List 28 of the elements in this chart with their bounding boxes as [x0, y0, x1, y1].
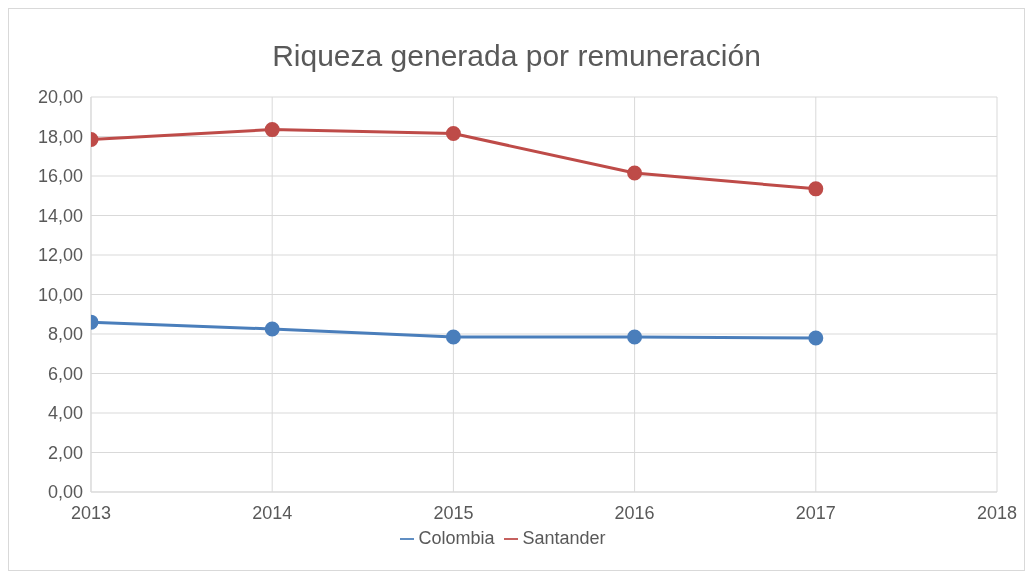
- y-tick-label: 2,00: [47, 442, 83, 463]
- point: [445, 126, 461, 142]
- y-tick-label: 4,00: [47, 403, 83, 424]
- y-tick-label: 20,00: [37, 87, 83, 108]
- point: [808, 330, 824, 346]
- y-tick-label: 14,00: [37, 205, 83, 226]
- x-tick-label: 2015: [433, 502, 474, 523]
- y-tick-label: 10,00: [37, 284, 83, 305]
- y-tick-label: 0,00: [47, 482, 83, 503]
- point: [627, 165, 643, 181]
- point: [808, 181, 824, 197]
- y-tick-label: 12,00: [37, 245, 83, 266]
- y-tick-label: 6,00: [47, 363, 83, 384]
- point: [264, 122, 280, 138]
- x-tick-label: 2017: [795, 502, 836, 523]
- x-tick-label: 2016: [614, 502, 655, 523]
- y-tick-label: 8,00: [47, 324, 83, 345]
- point: [627, 329, 643, 345]
- point: [445, 329, 461, 345]
- chart-title: Riqueza generada por remuneración: [271, 39, 762, 74]
- y-tick-label: 16,00: [37, 166, 83, 187]
- legend-label: Santander: [522, 528, 606, 548]
- point: [264, 321, 280, 337]
- x-tick-label: 2014: [252, 502, 293, 523]
- x-tick-label: 2018: [976, 502, 1018, 523]
- legend-label: Colombia: [418, 528, 495, 548]
- x-tick-label: 2013: [70, 502, 112, 523]
- y-tick-label: 18,00: [37, 126, 83, 147]
